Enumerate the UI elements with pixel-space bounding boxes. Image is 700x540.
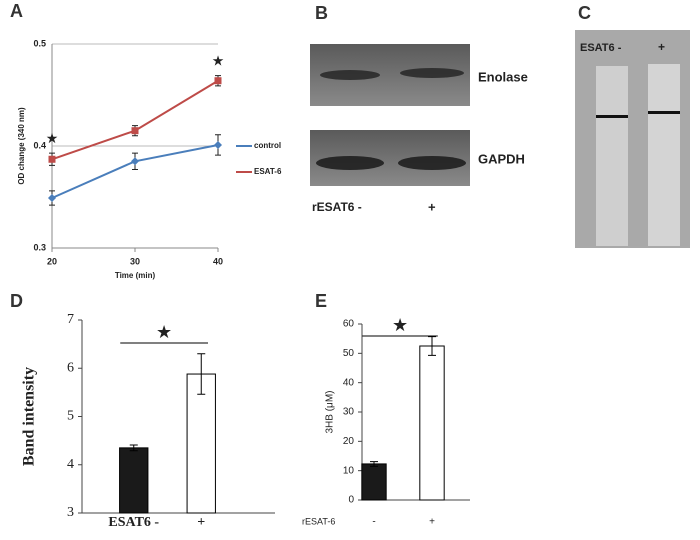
y-tick-label: 30 xyxy=(343,407,355,418)
bar xyxy=(186,373,216,514)
y-tick-label: 7 xyxy=(67,312,74,327)
legend-label: ESAT-6 xyxy=(254,167,282,176)
marker xyxy=(131,127,139,135)
y-tick-label: 0.3 xyxy=(33,242,46,252)
x-tick-label: + xyxy=(429,517,435,528)
marker xyxy=(214,77,222,85)
y-tick-label: 0.5 xyxy=(33,38,46,48)
lane-label: ESAT6 - xyxy=(580,42,622,54)
x-tick-label: - xyxy=(372,517,375,528)
blot-band xyxy=(316,156,384,170)
panel-letter: E xyxy=(315,291,327,311)
error-bar xyxy=(370,461,378,467)
error-bar xyxy=(197,353,206,395)
lane-label: + xyxy=(658,40,665,54)
lane-label: + xyxy=(428,199,436,214)
x-tick-label: ESAT6 - xyxy=(108,515,159,530)
band-label: Enolase xyxy=(478,69,528,84)
blot-band xyxy=(320,70,380,80)
annotation: ★ xyxy=(212,52,225,68)
error-bar xyxy=(428,336,436,356)
x-axis-label: rESAT-6 xyxy=(302,516,335,526)
panel-letter: C xyxy=(578,3,591,23)
y-tick-label: 4 xyxy=(67,457,74,472)
y-tick-label: 10 xyxy=(343,465,355,476)
blot-band xyxy=(400,68,464,78)
bar xyxy=(119,447,149,514)
gel-band xyxy=(648,111,680,114)
y-tick-label: 50 xyxy=(343,348,355,359)
annotation: ★ xyxy=(392,315,408,335)
x-tick-label: 20 xyxy=(47,256,57,266)
marker xyxy=(48,194,56,203)
panel-letter: A xyxy=(10,1,23,21)
y-axis-label: 3HB (μM) xyxy=(325,391,336,434)
annotation: ★ xyxy=(46,130,59,146)
gel-band xyxy=(596,115,628,118)
x-tick-label: 40 xyxy=(213,256,223,266)
gel-strip xyxy=(596,66,628,246)
legend-label: control xyxy=(254,141,281,150)
y-tick-label: 20 xyxy=(343,436,355,447)
band-label: GAPDH xyxy=(478,151,525,166)
bar xyxy=(419,345,445,501)
panel-letter: D xyxy=(10,291,23,311)
marker xyxy=(48,155,56,163)
error-bar xyxy=(129,444,138,452)
annotation: ★ xyxy=(156,322,172,342)
y-tick-label: 0.4 xyxy=(33,140,46,150)
x-tick-label: + xyxy=(197,515,205,530)
y-tick-label: 5 xyxy=(67,409,74,424)
series-line xyxy=(51,79,219,161)
x-axis-label: Time (min) xyxy=(115,271,156,280)
y-tick-label: 0 xyxy=(348,495,354,506)
y-tick-label: 3 xyxy=(67,505,74,520)
y-tick-label: 60 xyxy=(343,319,355,330)
marker xyxy=(214,140,222,149)
y-tick-label: 40 xyxy=(343,377,355,388)
lane-label: rESAT6 - xyxy=(312,200,362,214)
x-tick-label: 30 xyxy=(130,256,140,266)
y-axis-label: OD change (340 nm) xyxy=(17,107,26,185)
gel-strip xyxy=(648,64,680,246)
bar xyxy=(361,463,387,501)
y-axis-label: Band intensity xyxy=(21,367,38,466)
marker xyxy=(131,157,139,166)
y-tick-label: 6 xyxy=(67,360,74,375)
panel-letter: B xyxy=(315,3,328,23)
blot-band xyxy=(398,156,466,170)
